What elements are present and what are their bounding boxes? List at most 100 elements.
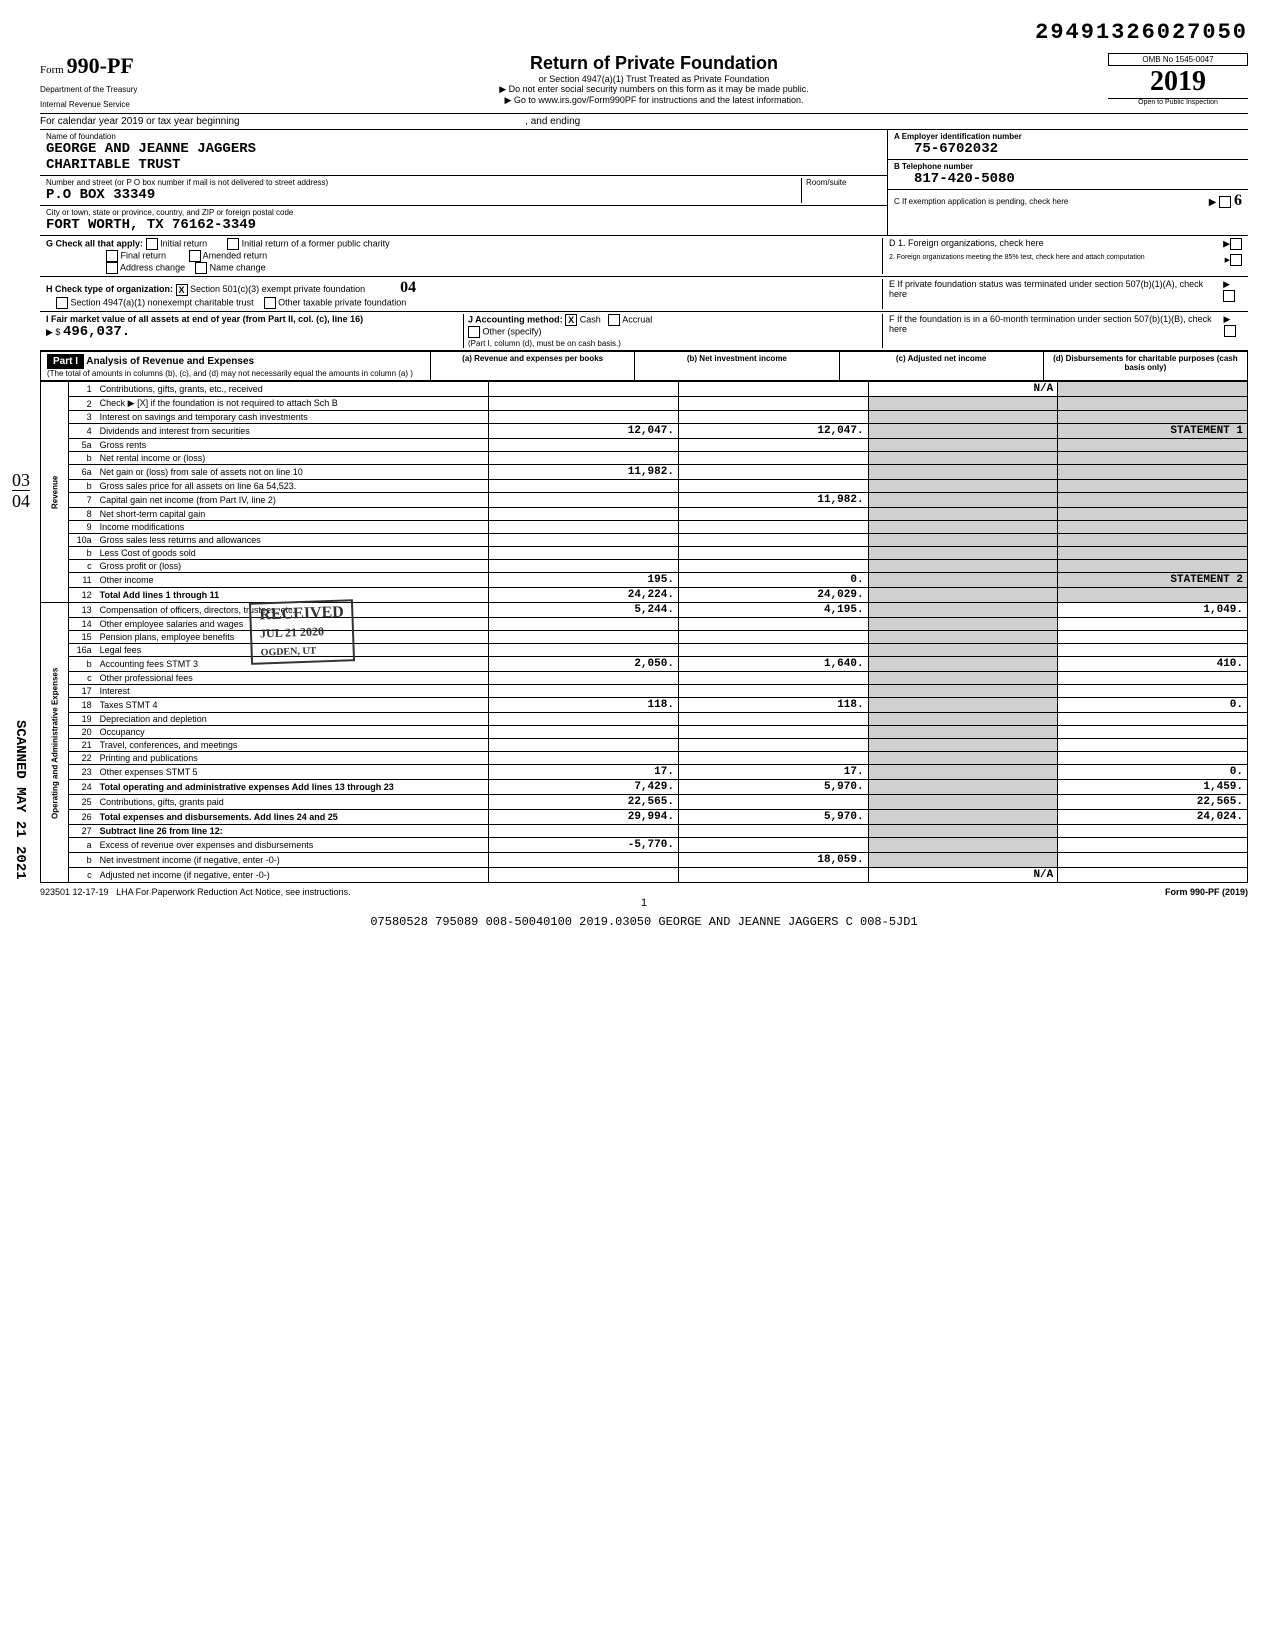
value-cell-a [489, 521, 679, 534]
form-prefix: Form [40, 64, 64, 76]
table-row: 25Contributions, gifts, grants paid22,56… [41, 795, 1248, 810]
addr-label: Number and street (or P O box number if … [46, 178, 801, 187]
value-cell-b [678, 452, 868, 465]
value-cell-e [1058, 618, 1248, 631]
line-description: Other professional fees [96, 672, 489, 685]
line-number: 20 [68, 726, 96, 739]
table-row: 5aGross rents [41, 439, 1248, 452]
d1-checkbox[interactable] [1230, 238, 1242, 250]
value-cell-e: 410. [1058, 657, 1248, 672]
value-cell-e [1058, 752, 1248, 765]
part1-label-cell: Part I Analysis of Revenue and Expenses … [41, 352, 431, 380]
g-amended-checkbox[interactable] [189, 250, 201, 262]
value-cell-b [678, 739, 868, 752]
value-cell-a [489, 868, 679, 883]
value-cell-c [868, 672, 1058, 685]
h-501-checkbox[interactable] [176, 284, 188, 296]
value-cell-a [489, 493, 679, 508]
g-opt-0: Initial return [160, 238, 207, 248]
value-cell-e [1058, 521, 1248, 534]
line-description: Gross sales price for all assets on line… [96, 480, 489, 493]
table-row: aExcess of revenue over expenses and dis… [41, 838, 1248, 853]
line-number: 8 [68, 508, 96, 521]
value-cell-e [1058, 588, 1248, 603]
value-cell-a [489, 452, 679, 465]
value-cell-b [678, 726, 868, 739]
value-cell-c [868, 603, 1058, 618]
value-cell-c: N/A [868, 382, 1058, 397]
j-accrual-checkbox[interactable] [608, 314, 620, 326]
h-4947-checkbox[interactable] [56, 297, 68, 309]
line-description: Gross sales less returns and allowances [96, 534, 489, 547]
h-other-checkbox[interactable] [264, 297, 276, 309]
part1-header: Part I [47, 354, 84, 369]
col-c-head: (c) Adjusted net income [840, 352, 1044, 380]
table-row: 12Total Add lines 1 through 1124,224.24,… [41, 588, 1248, 603]
footer-page: 1 [40, 897, 1248, 909]
e-checkbox[interactable] [1223, 290, 1235, 302]
value-cell-a [489, 825, 679, 838]
j-cash-checkbox[interactable] [565, 314, 577, 326]
value-cell-e [1058, 838, 1248, 853]
value-cell-c [868, 644, 1058, 657]
table-row: 2Check ▶ [X] if the foundation is not re… [41, 397, 1248, 411]
value-cell-a: -5,770. [489, 838, 679, 853]
form-subtitle-3: ▶ Go to www.irs.gov/Form990PF for instru… [200, 95, 1108, 106]
value-cell-c [868, 480, 1058, 493]
table-row: Operating and Administrative Expenses13C… [41, 603, 1248, 618]
value-cell-c [868, 752, 1058, 765]
value-cell-b [678, 411, 868, 424]
id-right-column: A Employer identification number 75-6702… [888, 130, 1248, 235]
value-cell-e [1058, 560, 1248, 573]
value-cell-b [678, 672, 868, 685]
i-j-column: I Fair market value of all assets at end… [46, 314, 882, 348]
table-row: Revenue1Contributions, gifts, grants, et… [41, 382, 1248, 397]
j-note: (Part I, column (d), must be on cash bas… [468, 339, 621, 348]
value-cell-a [489, 534, 679, 547]
value-cell-b: 5,970. [678, 780, 868, 795]
foundation-name-2: CHARITABLE TRUST [46, 157, 881, 173]
line-number: 22 [68, 752, 96, 765]
table-row: 3Interest on savings and temporary cash … [41, 411, 1248, 424]
ein-value: 75-6702032 [894, 141, 1242, 157]
value-cell-a [489, 726, 679, 739]
page-container: SCANNED MAY 21 2021 03 04 29491326027050… [40, 20, 1248, 929]
g-final-checkbox[interactable] [106, 250, 118, 262]
foundation-name-1: GEORGE AND JEANNE JAGGERS [46, 141, 881, 157]
value-cell-b [678, 480, 868, 493]
table-row: 19Depreciation and depletion [41, 713, 1248, 726]
d2-checkbox[interactable] [1230, 254, 1242, 266]
g-former-checkbox[interactable] [227, 238, 239, 250]
f-label: F If the foundation is in a 60-month ter… [889, 314, 1224, 337]
j-other-checkbox[interactable] [468, 326, 480, 338]
margin-scan-stamp: SCANNED MAY 21 2021 [12, 720, 28, 880]
line-number: 2 [68, 397, 96, 411]
f-checkbox[interactable] [1224, 325, 1236, 337]
value-cell-e [1058, 382, 1248, 397]
identification-block: Name of foundation GEORGE AND JEANNE JAG… [40, 130, 1248, 236]
id-left-column: Name of foundation GEORGE AND JEANNE JAG… [40, 130, 888, 235]
open-public-label: Open to Public Inspection [1108, 98, 1248, 106]
h-column: H Check type of organization: Section 50… [46, 279, 882, 309]
value-cell-b [678, 560, 868, 573]
value-cell-e [1058, 739, 1248, 752]
line-description: Interest on savings and temporary cash i… [96, 411, 489, 424]
value-cell-b [678, 465, 868, 480]
ein-row: A Employer identification number 75-6702… [888, 130, 1248, 160]
g-name-checkbox[interactable] [195, 262, 207, 274]
g-addr-checkbox[interactable] [106, 262, 118, 274]
g-initial-checkbox[interactable] [146, 238, 158, 250]
title-column: Return of Private Foundation or Section … [200, 53, 1108, 106]
value-cell-e [1058, 853, 1248, 868]
value-cell-c [868, 631, 1058, 644]
table-row: 17Interest [41, 685, 1248, 698]
table-row: bNet investment income (if negative, ent… [41, 853, 1248, 868]
ein-label: A Employer identification number [894, 132, 1242, 141]
value-cell-c [868, 713, 1058, 726]
value-cell-e: 1,459. [1058, 780, 1248, 795]
c-checkbox[interactable] [1219, 196, 1231, 208]
line-description: Check ▶ [X] if the foundation is not req… [96, 397, 489, 411]
revenue-side-label: Revenue [41, 382, 69, 603]
table-row: 11Other income195.0.STATEMENT 2 [41, 573, 1248, 588]
line-description: Excess of revenue over expenses and disb… [96, 838, 489, 853]
